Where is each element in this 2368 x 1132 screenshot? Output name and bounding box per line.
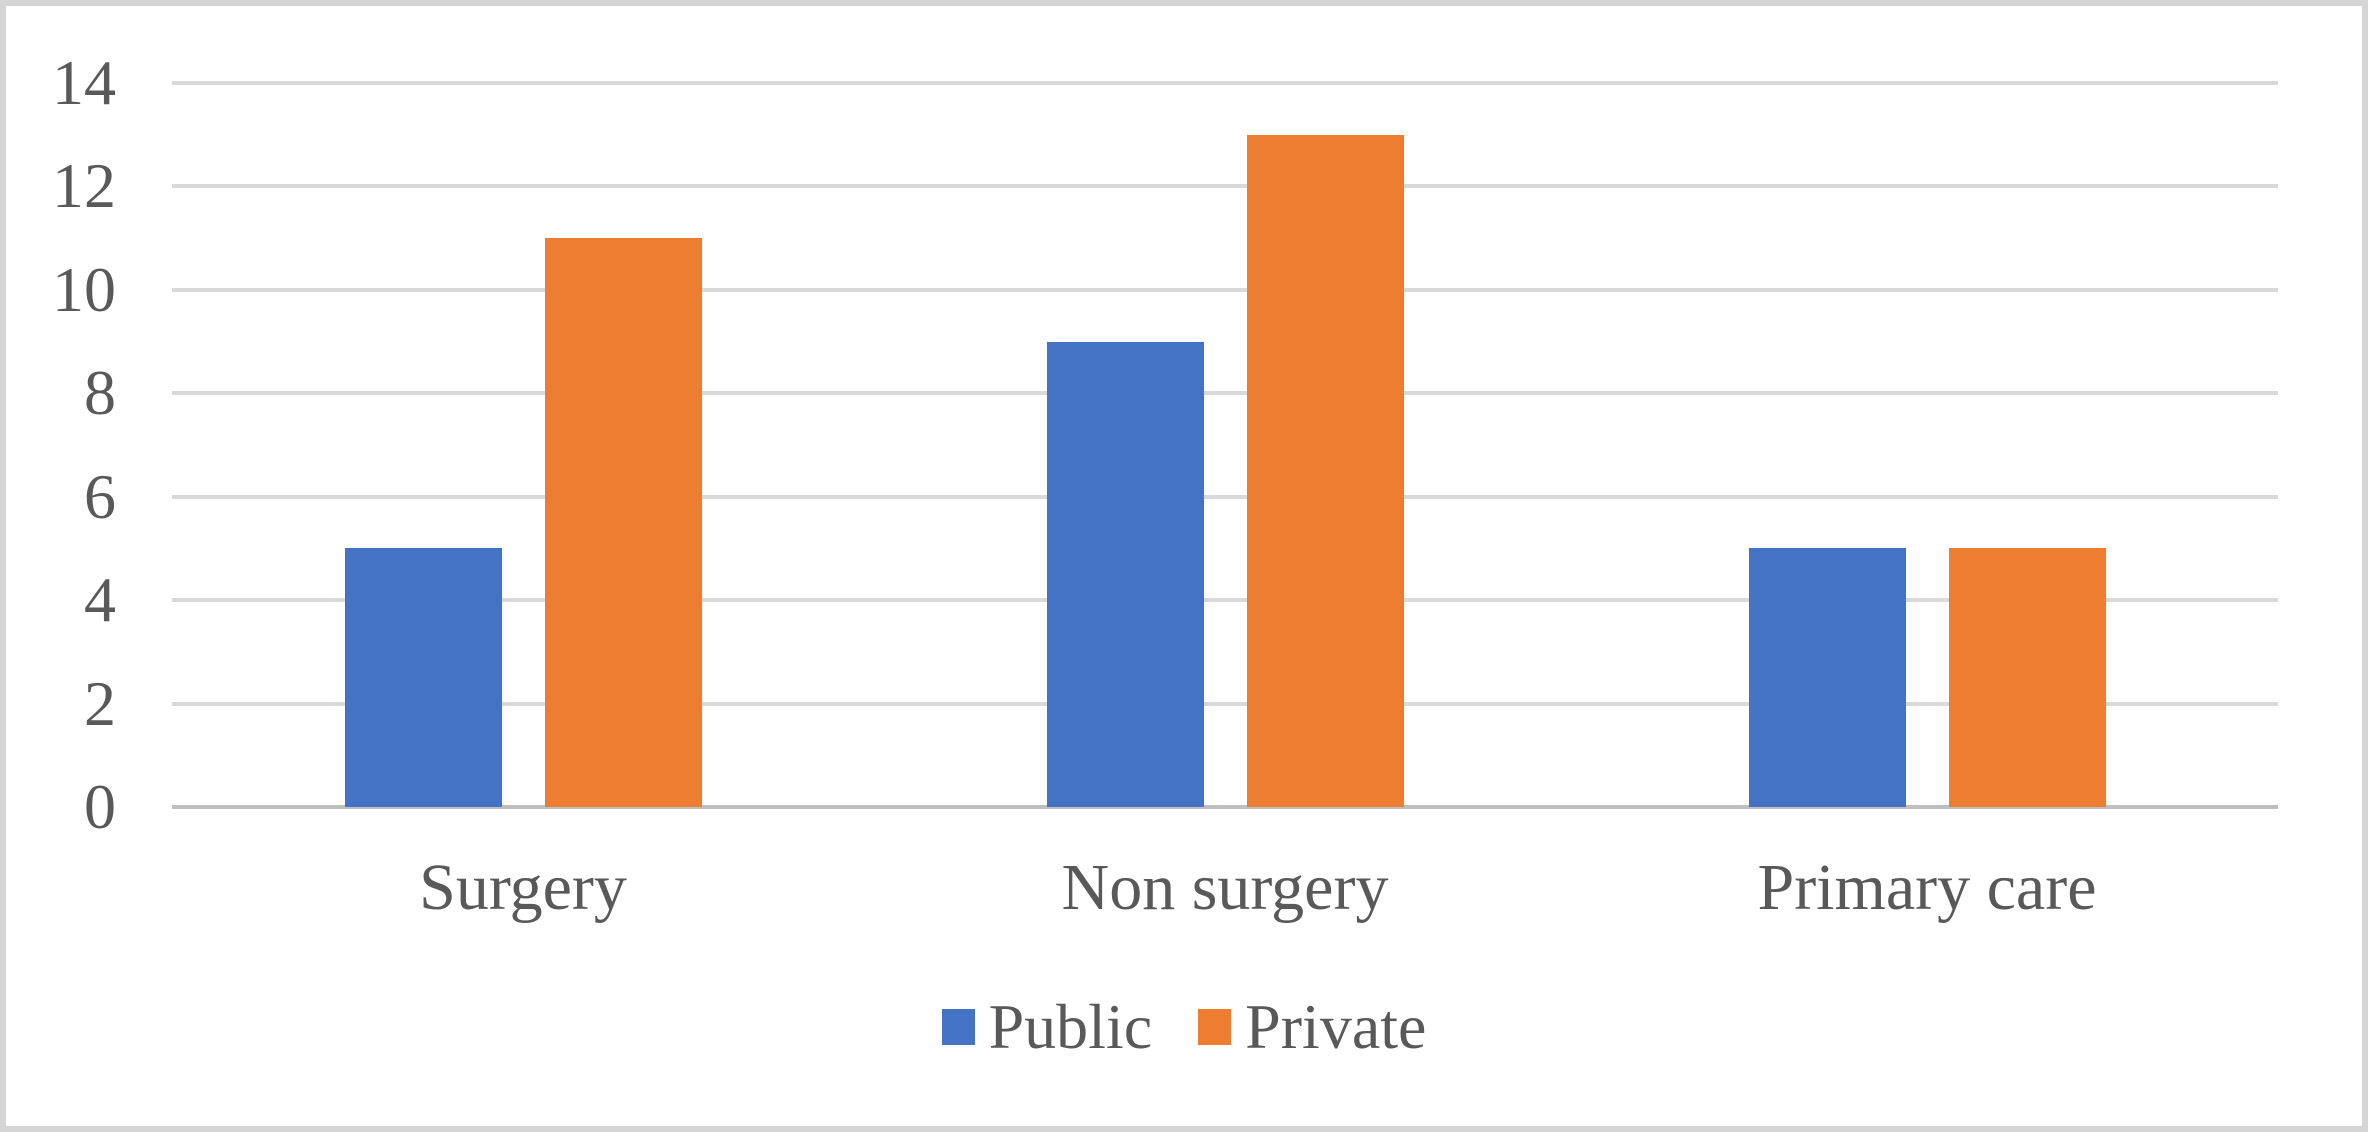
bar-public-non-surgery (1047, 342, 1204, 807)
plot-area (172, 81, 2278, 809)
y-tick-label-12: 12 (52, 150, 116, 222)
legend: Public Private (6, 992, 2362, 1062)
gridline-2 (172, 701, 2278, 706)
legend-label-public: Public (988, 991, 1153, 1062)
gridline-4 (172, 598, 2278, 603)
gridline-10 (172, 287, 2278, 292)
bar-private-primary-care (1949, 548, 2106, 807)
y-tick-label-10: 10 (52, 253, 116, 325)
y-tick-label-2: 2 (84, 667, 116, 739)
bar-private-non-surgery (1247, 135, 1404, 807)
y-tick-label-4: 4 (84, 564, 116, 636)
y-axis-tick-labels: 0 2 4 6 8 10 12 14 (6, 51, 116, 839)
gridline-14 (172, 81, 2278, 85)
legend-swatch-public (941, 1009, 975, 1045)
gridline-8 (172, 391, 2278, 396)
bar-private-surgery (545, 238, 702, 807)
category-label-primary-care: Primary care (1757, 851, 2097, 924)
legend-item-public: Public (941, 991, 1153, 1062)
y-tick-label-6: 6 (84, 460, 116, 532)
x-axis-category-labels: Surgery Non surgery Primary care (172, 850, 2278, 926)
category-label-surgery: Surgery (419, 851, 627, 924)
legend-label-private: Private (1245, 991, 1427, 1062)
y-tick-label-0: 0 (84, 771, 116, 842)
x-axis-line (172, 805, 2278, 809)
gridline-12 (172, 184, 2278, 189)
legend-swatch-private (1198, 1009, 1232, 1045)
category-label-non-surgery: Non surgery (1061, 851, 1389, 924)
legend-item-private: Private (1198, 992, 1426, 1062)
gridline-6 (172, 494, 2278, 499)
bar-public-surgery (345, 548, 502, 807)
bar-public-primary-care (1749, 548, 1906, 807)
y-tick-label-14: 14 (52, 47, 116, 118)
y-tick-label-8: 8 (84, 357, 116, 429)
